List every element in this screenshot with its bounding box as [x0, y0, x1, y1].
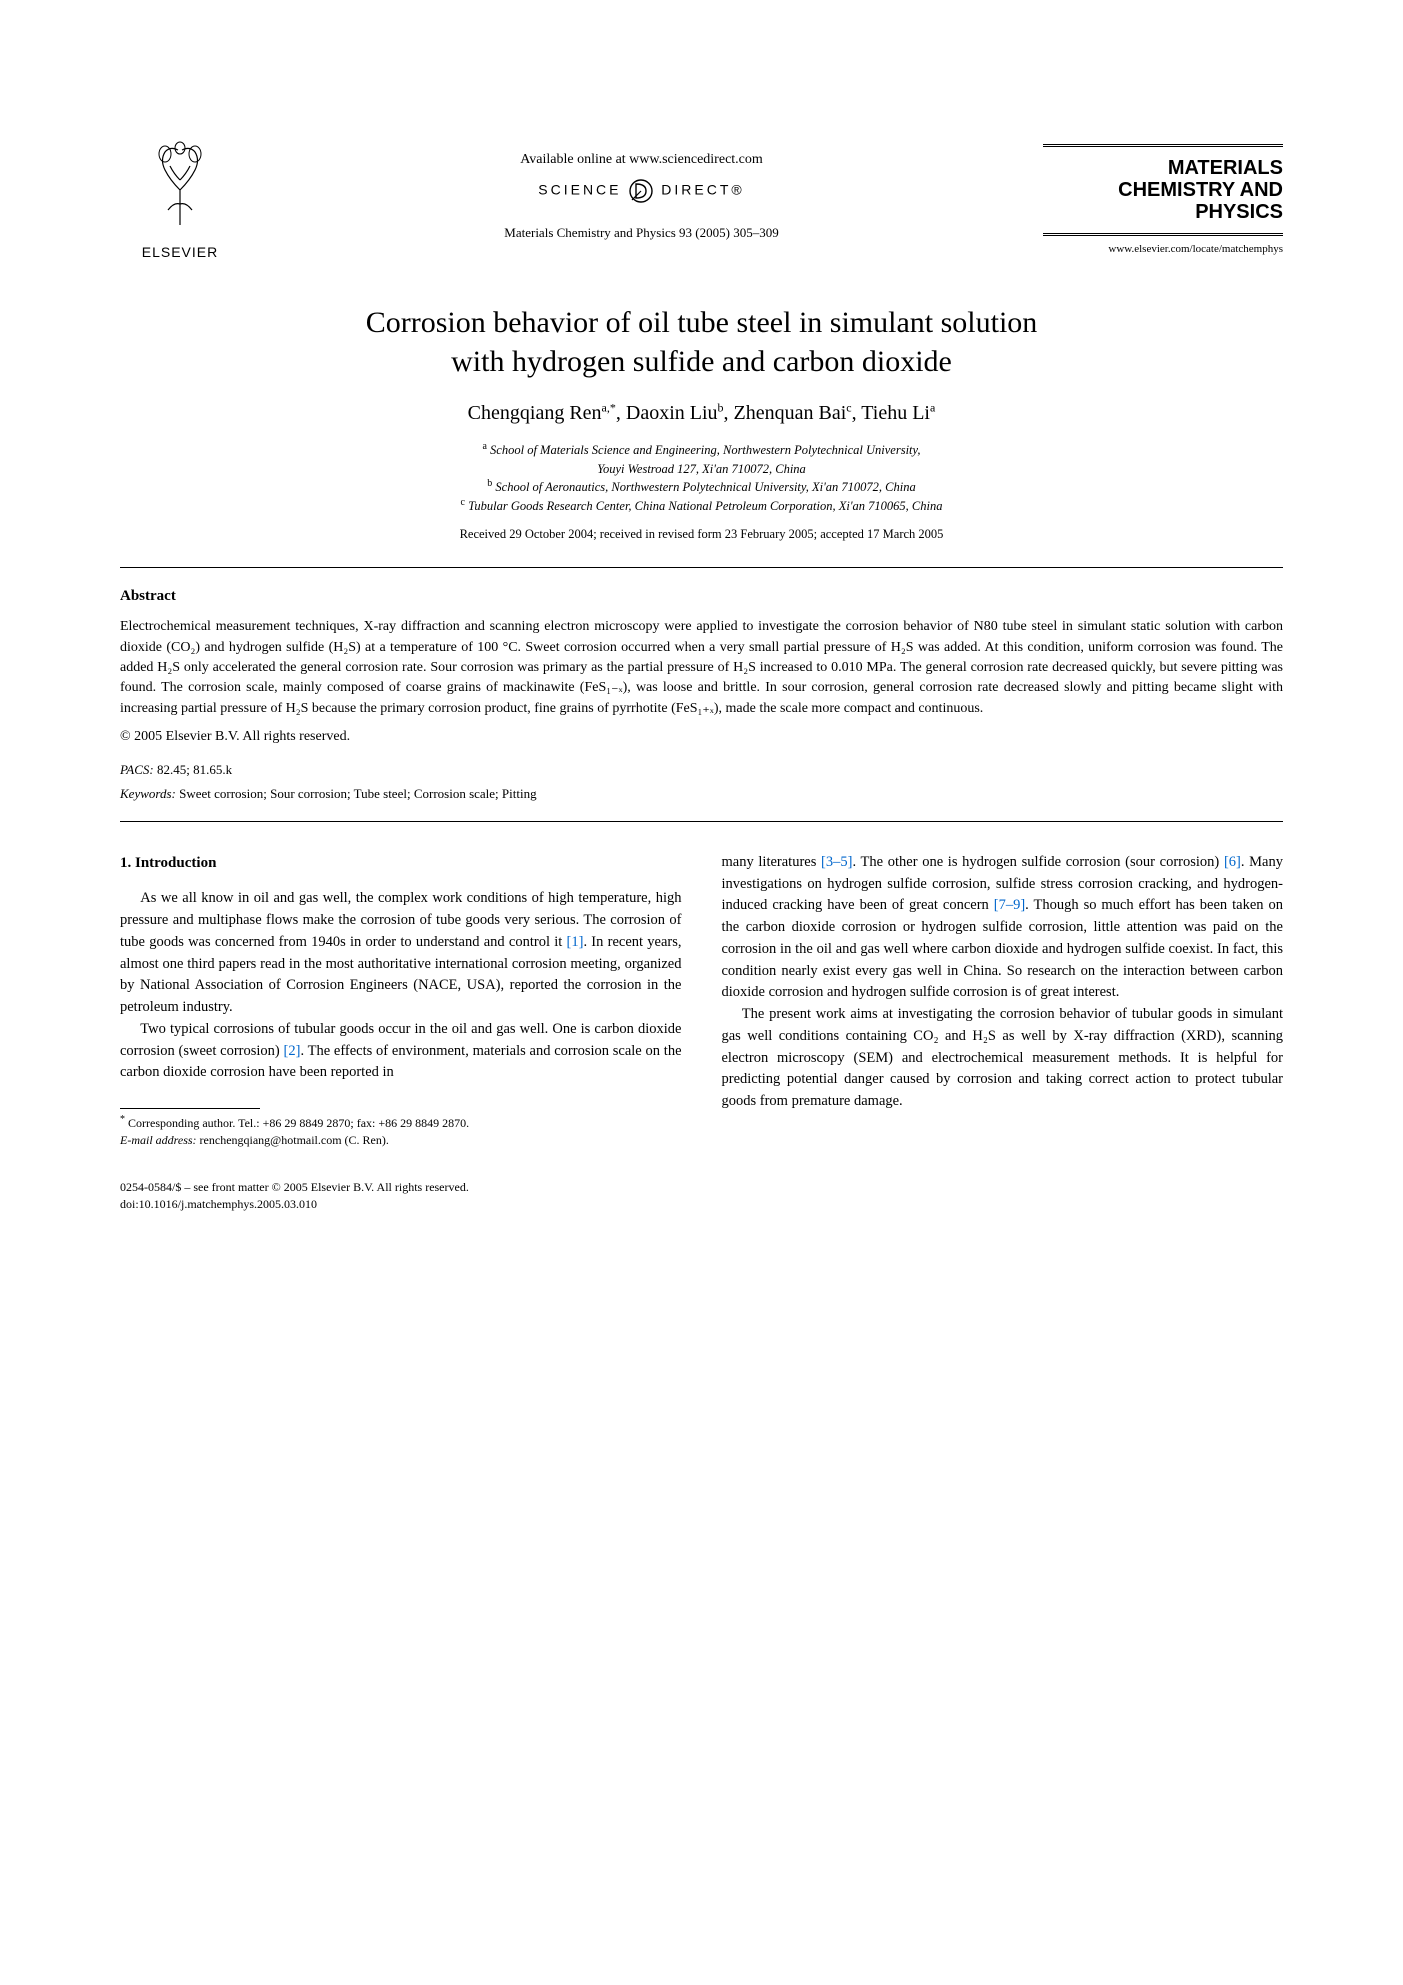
journal-title-l2: CHEMISTRY AND [1118, 179, 1283, 201]
journal-rule-top [1043, 144, 1283, 147]
sciencedirect-logo: SCIENCE DIRECT® [240, 178, 1043, 204]
affiliation-a-l2: Youyi Westroad 127, Xi'an 710072, China [597, 462, 806, 476]
footnote-email-value: renchengqiang@hotmail.com (C. Ren). [200, 1133, 389, 1147]
journal-rule-bottom [1043, 233, 1283, 236]
affiliations: a School of Materials Science and Engine… [120, 441, 1283, 516]
journal-title-l1: MATERIALS [1168, 157, 1283, 179]
header-center: Available online at www.sciencedirect.co… [240, 140, 1043, 242]
body-columns: 1. Introduction As we all know in oil an… [120, 852, 1283, 1149]
intro-p3: many literatures [3–5]. The other one is… [722, 852, 1284, 1004]
intro-p4: The present work aims at investigating t… [722, 1004, 1284, 1113]
article-dates: Received 29 October 2004; received in re… [120, 526, 1283, 544]
ref-link-3-5[interactable]: [3–5] [821, 854, 852, 870]
title-line-1: Corrosion behavior of oil tube steel in … [366, 306, 1038, 339]
affiliation-c: Tubular Goods Research Center, China Nat… [468, 499, 942, 513]
author-2: Daoxin Liu [626, 402, 718, 424]
ref-link-7-9[interactable]: [7–9] [994, 897, 1025, 913]
header-row: ELSEVIER Available online at www.science… [120, 140, 1283, 263]
elsevier-tree-icon [140, 140, 220, 230]
pacs-line: PACS: 82.45; 81.65.k [120, 761, 1283, 779]
sd-left: SCIENCE [538, 181, 621, 197]
intro-p2: Two typical corrosions of tubular goods … [120, 1019, 682, 1084]
footnote-rule [120, 1108, 260, 1109]
footnote-corr: Corresponding author. Tel.: +86 29 8849 … [128, 1116, 469, 1130]
available-online-text: Available online at www.sciencedirect.co… [240, 150, 1043, 170]
ref-link-2[interactable]: [2] [284, 1043, 301, 1059]
footer-line-2: doi:10.1016/j.matchemphys.2005.03.010 [120, 1196, 1283, 1213]
rule-below-abstract [120, 821, 1283, 822]
title-line-2: with hydrogen sulfide and carbon dioxide [451, 345, 952, 378]
journal-title: MATERIALS CHEMISTRY AND PHYSICS [1043, 151, 1283, 229]
journal-title-l3: PHYSICS [1195, 201, 1283, 223]
article-title: Corrosion behavior of oil tube steel in … [252, 303, 1152, 381]
sciencedirect-d-icon [628, 178, 654, 204]
journal-title-block: MATERIALS CHEMISTRY AND PHYSICS www.else… [1043, 140, 1283, 257]
abstract-copyright: © 2005 Elsevier B.V. All rights reserved… [120, 727, 1283, 747]
authors-line: Chengqiang Rena,*, Daoxin Liub, Zhenquan… [120, 399, 1283, 427]
corresponding-author-footnote: * Corresponding author. Tel.: +86 29 884… [120, 1115, 682, 1149]
elsevier-label: ELSEVIER [120, 243, 240, 263]
keywords-value: Sweet corrosion; Sour corrosion; Tube st… [179, 786, 536, 801]
intro-p1: As we all know in oil and gas well, the … [120, 888, 682, 1019]
right-column: many literatures [3–5]. The other one is… [722, 852, 1284, 1149]
abstract-body: Electrochemical measurement techniques, … [120, 617, 1283, 718]
author-3: Zhenquan Bai [734, 402, 847, 424]
left-column: 1. Introduction As we all know in oil an… [120, 852, 682, 1149]
affiliation-b: School of Aeronautics, Northwestern Poly… [495, 480, 915, 494]
abstract-heading: Abstract [120, 586, 1283, 607]
author-1: Chengqiang Ren [468, 402, 602, 424]
journal-url: www.elsevier.com/locate/matchemphys [1043, 242, 1283, 257]
ref-link-1[interactable]: [1] [567, 934, 584, 950]
affiliation-a-l1: School of Materials Science and Engineer… [490, 443, 920, 457]
footer-line-1: 0254-0584/$ – see front matter © 2005 El… [120, 1179, 1283, 1196]
ref-link-6[interactable]: [6] [1224, 854, 1241, 870]
pacs-value: 82.45; 81.65.k [157, 762, 232, 777]
rule-above-abstract [120, 567, 1283, 568]
sd-right: DIRECT® [661, 181, 744, 197]
pacs-label: PACS: [120, 762, 154, 777]
intro-heading: 1. Introduction [120, 852, 682, 875]
elsevier-logo-block: ELSEVIER [120, 140, 240, 263]
keywords-label: Keywords: [120, 786, 176, 801]
journal-reference: Materials Chemistry and Physics 93 (2005… [240, 224, 1043, 242]
keywords-line: Keywords: Sweet corrosion; Sour corrosio… [120, 785, 1283, 803]
footnote-email-label: E-mail address: [120, 1133, 197, 1147]
author-4: Tiehu Li [861, 402, 930, 424]
page-footer: 0254-0584/$ – see front matter © 2005 El… [120, 1179, 1283, 1213]
